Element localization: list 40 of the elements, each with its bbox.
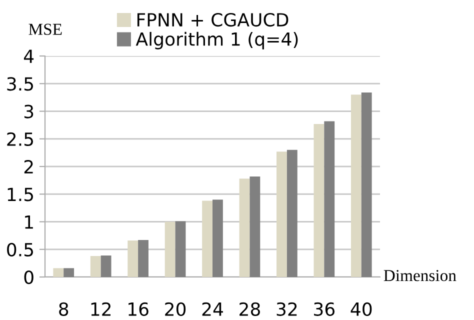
y-axis-title: MSE [28, 24, 62, 35]
x-tick-label: 24 [202, 302, 223, 316]
bar [64, 268, 74, 277]
legend-label: FPNN + CGAUCD [137, 12, 288, 27]
y-tick-label: 1 [25, 215, 33, 229]
bar [314, 124, 324, 277]
x-tick-label: 20 [165, 302, 186, 316]
legend-label: Algorithm 1 (q=4) [136, 32, 298, 50]
y-tick-label: 2 [24, 160, 33, 174]
x-tick-label: 36 [314, 302, 335, 316]
x-tick-label: 8 [59, 302, 68, 316]
bar [324, 121, 335, 277]
bar [276, 152, 287, 277]
bar [90, 256, 101, 277]
bar [138, 240, 148, 277]
bar [100, 255, 112, 277]
y-tick-label: 1.5 [8, 188, 34, 202]
bar [212, 200, 223, 277]
y-tick-label: 0 [24, 270, 34, 284]
x-tick-label: 32 [276, 302, 297, 316]
x-tick-label: 40 [350, 302, 372, 316]
y-tick-label: 4 [24, 50, 34, 63]
y-tick-label: 0.5 [7, 242, 34, 256]
bar [239, 178, 250, 277]
x-tick-label: 28 [240, 302, 260, 316]
bar [128, 240, 138, 277]
x-tick-label: 12 [91, 302, 111, 316]
bar [202, 200, 212, 277]
y-tick-label: 3.5 [7, 77, 34, 91]
bar [175, 221, 186, 277]
bar [250, 176, 260, 277]
x-tick-label: 16 [128, 302, 148, 316]
bar [286, 150, 298, 277]
x-axis-title: Dimension [384, 270, 456, 282]
y-tick-label: 3 [24, 104, 34, 118]
bar [350, 94, 362, 277]
bar [164, 222, 176, 277]
bar [53, 268, 64, 277]
bar [361, 92, 372, 277]
y-tick-label: 2.5 [7, 132, 34, 146]
